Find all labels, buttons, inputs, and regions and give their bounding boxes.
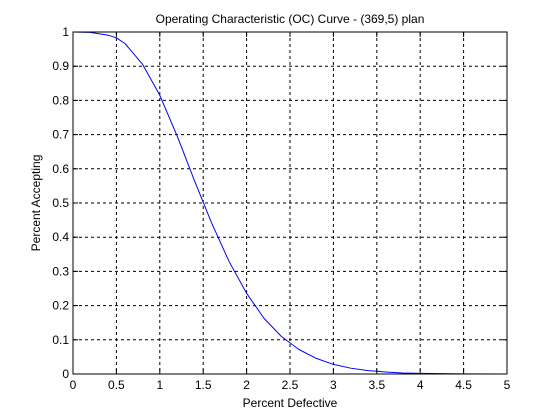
y-tick-label: 1: [62, 25, 69, 39]
x-tick-label: 1: [156, 378, 163, 392]
x-tick-label: 2: [243, 378, 250, 392]
x-tick-label: 4: [417, 378, 424, 392]
x-tick-label: 3: [330, 378, 337, 392]
y-axis-label: Percent Accepting: [29, 155, 43, 252]
x-tick-label: 2.5: [282, 378, 299, 392]
series-lines: [72, 31, 508, 375]
x-tick-label: 4.5: [455, 378, 472, 392]
x-tick-label: 0.5: [108, 378, 125, 392]
chart-title: Operating Characteristic (OC) Curve - (3…: [156, 12, 425, 26]
x-tick-label: 3.5: [368, 378, 385, 392]
y-tick-label: 0: [62, 367, 69, 381]
y-tick-label: 0.3: [52, 264, 69, 278]
oc-curve-line: [72, 31, 508, 375]
x-tick-label: 1.5: [195, 378, 212, 392]
x-axis-label: Percent Defective: [243, 396, 338, 410]
y-tick-label: 0.4: [52, 230, 69, 244]
y-tick-label: 0.6: [52, 162, 69, 176]
axis-ticks: 0 0.5 1 1.5 2 2.5 3 3.5 4 4.5 5 0 0.1 0.2 0.3 0.4 0.5 0.6…: [52, 25, 510, 392]
x-tick-label: 0: [70, 378, 77, 392]
y-tick-label: 0.2: [52, 299, 69, 313]
y-tick-label: 0.9: [52, 59, 69, 73]
grid-lines: [73, 32, 507, 374]
y-tick-label: 0.8: [52, 93, 69, 107]
y-tick-label: 0.1: [52, 333, 69, 347]
y-tick-label: 0.5: [52, 196, 69, 210]
y-tick-label: 0.7: [52, 128, 69, 142]
x-tick-label: 5: [504, 378, 511, 392]
